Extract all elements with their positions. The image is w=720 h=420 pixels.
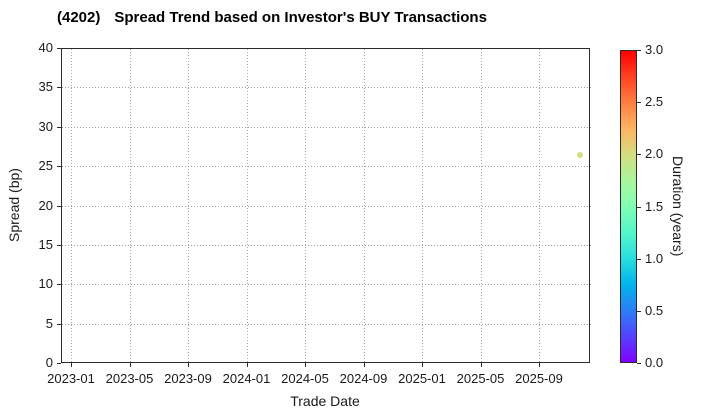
x-tick-label: 2024-01 bbox=[222, 371, 271, 386]
y-grid-line bbox=[62, 323, 591, 325]
x-tick-mark bbox=[305, 363, 306, 367]
y-tick-mark bbox=[57, 363, 61, 364]
x-grid-line bbox=[188, 49, 189, 364]
y-tick-mark bbox=[57, 166, 61, 168]
y-tick-label: 25 bbox=[38, 158, 53, 174]
y-tick-label: 0 bbox=[45, 355, 53, 370]
colorbar-tick-label: 0.0 bbox=[645, 355, 664, 370]
x-grid-line bbox=[129, 49, 131, 364]
colorbar-tick-label: 1.0 bbox=[645, 250, 664, 266]
x-grid-line bbox=[363, 49, 365, 364]
x-grid-line bbox=[246, 49, 248, 364]
chart-title: (4202) Spread Trend based on Investor's B… bbox=[57, 9, 487, 26]
plot-area bbox=[61, 48, 591, 364]
y-grid-line bbox=[62, 87, 591, 89]
y-tick-label: 35 bbox=[38, 79, 53, 95]
y-tick-label: 30 bbox=[38, 118, 53, 134]
x-grid-line bbox=[480, 49, 482, 364]
x-tick-label: 2024-09 bbox=[339, 371, 388, 386]
y-tick-label: 5 bbox=[45, 315, 53, 331]
colorbar-gradient bbox=[620, 50, 637, 363]
x-tick-mark bbox=[188, 363, 189, 367]
colorbar-tick-label: 1.5 bbox=[645, 198, 664, 214]
y-tick-label: 10 bbox=[38, 276, 53, 292]
y-tick-mark bbox=[57, 323, 61, 325]
colorbar-tick-mark bbox=[637, 258, 641, 260]
colorbar-tick-mark bbox=[637, 206, 641, 208]
y-tick-mark bbox=[57, 87, 61, 89]
y-tick-label: 15 bbox=[38, 236, 53, 252]
y-grid-line bbox=[62, 244, 591, 246]
y-tick-mark bbox=[57, 48, 61, 49]
x-grid-line bbox=[422, 49, 423, 364]
x-tick-label: 2025-05 bbox=[456, 371, 505, 386]
x-grid-line bbox=[539, 49, 540, 364]
x-tick-mark bbox=[129, 363, 131, 367]
x-tick-mark bbox=[246, 363, 248, 367]
x-tick-mark bbox=[480, 363, 482, 367]
colorbar-tick-label: 2.0 bbox=[645, 146, 664, 162]
y-tick-mark bbox=[57, 284, 61, 286]
colorbar-tick-mark bbox=[637, 154, 641, 156]
x-tick-mark bbox=[363, 363, 365, 367]
colorbar-tick-label: 3.0 bbox=[645, 42, 664, 57]
x-grid-line bbox=[71, 49, 72, 364]
scatter-point bbox=[577, 152, 584, 159]
colorbar-tick-mark bbox=[637, 102, 641, 104]
x-axis-label: Trade Date bbox=[290, 393, 360, 409]
x-tick-mark bbox=[539, 363, 540, 367]
colorbar-tick-mark bbox=[637, 363, 641, 364]
y-tick-mark bbox=[57, 244, 61, 246]
x-tick-label: 2025-01 bbox=[398, 371, 446, 386]
y-tick-mark bbox=[57, 126, 61, 128]
y-grid-line bbox=[62, 205, 591, 207]
colorbar-tick-label: 0.5 bbox=[645, 302, 664, 318]
y-grid-line bbox=[62, 284, 591, 286]
x-tick-label: 2023-05 bbox=[105, 371, 154, 386]
y-grid-line bbox=[62, 126, 591, 128]
colorbar-label: Duration (years) bbox=[670, 156, 686, 257]
x-tick-label: 2023-01 bbox=[47, 371, 95, 386]
x-tick-mark bbox=[71, 363, 72, 367]
chart-title-text: Spread Trend based on Investor's BUY Tra… bbox=[114, 9, 487, 26]
x-grid-line bbox=[305, 49, 306, 364]
x-tick-mark bbox=[422, 363, 423, 367]
colorbar-tick-mark bbox=[637, 310, 641, 312]
y-tick-label: 40 bbox=[38, 40, 53, 55]
y-grid-line bbox=[62, 166, 591, 168]
x-tick-label: 2023-09 bbox=[164, 371, 212, 386]
ticker-code: (4202) bbox=[57, 9, 101, 26]
x-tick-label: 2025-09 bbox=[515, 371, 563, 386]
y-axis-label: Spread (bp) bbox=[6, 168, 22, 243]
y-tick-mark bbox=[57, 205, 61, 207]
colorbar-tick-mark bbox=[637, 50, 641, 51]
y-tick-label: 20 bbox=[38, 197, 53, 213]
x-tick-label: 2024-05 bbox=[281, 371, 329, 386]
colorbar-tick-label: 2.5 bbox=[645, 94, 664, 110]
